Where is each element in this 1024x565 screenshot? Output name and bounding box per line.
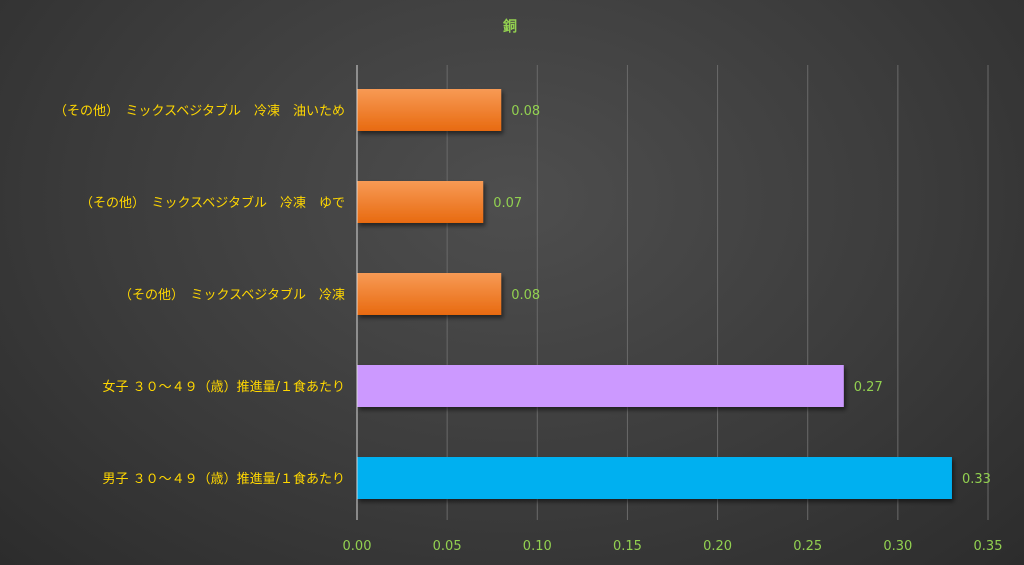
x-tick-label: 0.20 xyxy=(703,539,732,554)
category-label: 男子 ３０～４９（歳）推進量/１食あたり xyxy=(102,471,345,487)
bar xyxy=(357,365,844,407)
category-label: （その他） ミックスベジタブル 冷凍 xyxy=(119,287,345,303)
bar xyxy=(357,181,484,223)
labels: 0.00 0.05 0.10 0.15 0.20 0.25 0.30 0.35 0.08 （その他… xyxy=(54,103,1002,554)
gridlines xyxy=(446,65,989,520)
bars xyxy=(357,89,952,499)
x-tick-label: 0.15 xyxy=(613,539,642,554)
x-tick-label: 0.25 xyxy=(793,539,822,554)
x-tick-label: 0.00 xyxy=(343,539,372,554)
chart-title: 銅 xyxy=(503,18,517,35)
x-tick-label: 0.30 xyxy=(883,539,912,554)
category-label: （その他） ミックスベジタブル 冷凍 油いため xyxy=(54,103,345,119)
x-tick-label: 0.05 xyxy=(433,539,462,554)
bar xyxy=(357,89,502,131)
data-label: 0.08 xyxy=(511,288,540,303)
data-label: 0.33 xyxy=(962,472,991,487)
data-label: 0.07 xyxy=(493,196,522,211)
data-label: 0.08 xyxy=(511,104,540,119)
x-tick-label: 0.10 xyxy=(523,539,552,554)
bar xyxy=(357,273,502,315)
category-label: 女子 ３０～４９（歳）推進量/１食あたり xyxy=(102,379,345,395)
x-tick-label: 0.35 xyxy=(974,539,1003,554)
category-label: （その他） ミックスベジタブル 冷凍 ゆで xyxy=(80,195,345,211)
data-label: 0.27 xyxy=(854,380,883,395)
bar xyxy=(357,457,952,499)
